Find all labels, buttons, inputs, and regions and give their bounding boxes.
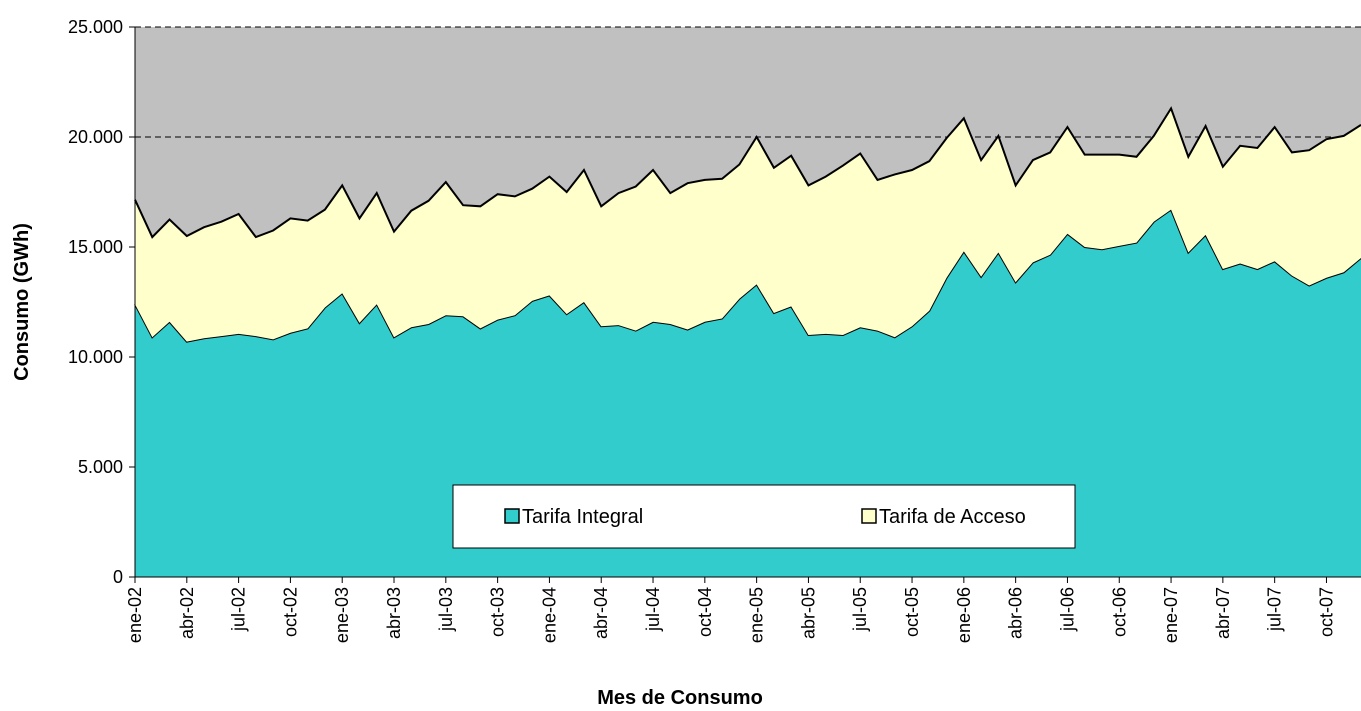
y-tick-label: 10.000 [68, 347, 123, 367]
x-tick-label: oct-07 [1316, 587, 1336, 637]
legend-swatch [861, 508, 877, 524]
x-tick-label: oct-05 [902, 587, 922, 637]
x-tick-label: abr-05 [798, 587, 818, 639]
x-tick-label: abr-03 [384, 587, 404, 639]
y-tick-label: 0 [113, 567, 123, 587]
x-tick-label: ene-06 [954, 587, 974, 643]
area [135, 108, 1361, 342]
y-tick-label: 5.000 [78, 457, 123, 477]
x-tick-label: jul-03 [436, 587, 456, 632]
x-tick-label: abr-02 [177, 587, 197, 639]
x-tick-label: jul-07 [1265, 587, 1285, 632]
x-tick-label: abr-07 [1213, 587, 1233, 639]
y-tick-label: 20.000 [68, 127, 123, 147]
legend-label: Tarifa de Acceso [879, 506, 1026, 528]
x-tick-label: ene-03 [332, 587, 352, 643]
x-tick-label: jul-06 [1057, 587, 1077, 632]
legend-swatch [504, 508, 520, 524]
x-tick-label: ene-05 [747, 587, 767, 643]
x-axis-title: Mes de Consumo [597, 687, 763, 709]
x-tick-label: jul-02 [229, 587, 249, 632]
x-tick-label: jul-04 [643, 587, 663, 632]
x-tick-label: ene-04 [539, 587, 559, 643]
x-tick-label: jul-05 [850, 587, 870, 632]
x-tick-label: oct-03 [488, 587, 508, 637]
legend-label: Tarifa Integral [522, 506, 643, 528]
legend [452, 484, 1076, 549]
x-tick-label: abr-06 [1006, 587, 1026, 639]
x-tick-label: ene-07 [1161, 587, 1181, 643]
x-tick-label: abr-04 [591, 587, 611, 639]
x-tick-label: oct-02 [280, 587, 300, 637]
x-tick-label: oct-06 [1109, 587, 1129, 637]
y-tick-label: 15.000 [68, 237, 123, 257]
y-tick-label: 25.000 [68, 17, 123, 37]
y-axis-title: Consumo (GWh) [11, 223, 33, 381]
x-tick-label: oct-04 [695, 587, 715, 637]
x-tick-label: ene-02 [125, 587, 145, 643]
area-outline [134, 106, 1361, 239]
